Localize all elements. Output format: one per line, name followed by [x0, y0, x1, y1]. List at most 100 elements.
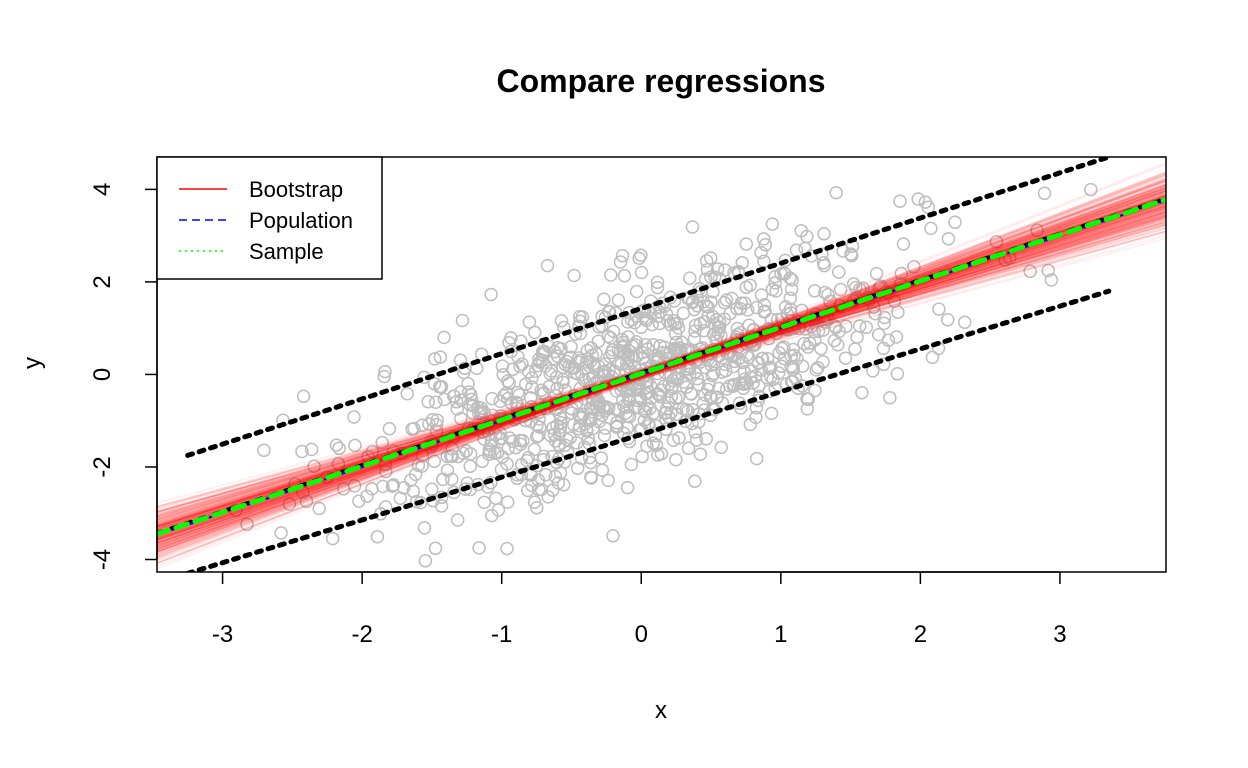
y-tick-label: 4: [89, 183, 116, 196]
data-point: [758, 237, 773, 252]
bootstrap-line: [157, 230, 1166, 513]
data-point: [1023, 264, 1037, 279]
bootstrap-line: [157, 226, 1166, 516]
data-point: [817, 227, 831, 241]
data-point: [1084, 182, 1098, 197]
data-point: [688, 474, 702, 488]
data-point: [459, 444, 473, 458]
data-point: [597, 428, 612, 443]
confidence-band-lower: [185, 288, 1112, 572]
data-point: [816, 323, 830, 337]
data-point: [240, 517, 254, 531]
data-point: [500, 495, 515, 509]
data-point: [714, 440, 728, 455]
x-tick-label: 1: [774, 621, 787, 648]
bootstrap-line: [157, 190, 1166, 553]
bootstrap-line: [157, 183, 1166, 558]
data-point: [687, 302, 701, 317]
data-point: [485, 391, 499, 406]
data-point: [679, 362, 693, 376]
data-point: [850, 330, 864, 344]
data-point: [522, 315, 537, 329]
data-point: [455, 313, 470, 328]
data-point: [829, 320, 843, 335]
bootstrap-line: [157, 191, 1166, 535]
data-point: [620, 408, 635, 423]
bootstrap-line: [157, 219, 1166, 521]
data-point: [564, 340, 578, 354]
data-point: [550, 381, 564, 396]
data-point: [624, 457, 639, 472]
data-point: [989, 234, 1004, 249]
data-point: [800, 402, 815, 416]
data-point: [466, 406, 480, 420]
data-point: [795, 303, 809, 318]
data-point: [821, 287, 835, 302]
data-point: [666, 433, 681, 447]
data-point: [635, 345, 649, 360]
data-point: [748, 369, 763, 384]
data-point: [839, 319, 853, 333]
data-point: [795, 359, 810, 373]
data-point: [859, 320, 874, 335]
data-point: [699, 432, 713, 446]
data-point: [775, 341, 789, 356]
data-point: [632, 376, 647, 390]
bootstrap-line: [157, 216, 1166, 524]
data-point: [434, 380, 448, 394]
data-point: [525, 380, 539, 394]
data-point: [856, 281, 870, 295]
data-point: [552, 437, 566, 452]
data-point: [570, 461, 585, 475]
data-point: [421, 394, 435, 409]
bootstrap-line: [157, 205, 1166, 540]
data-point: [617, 399, 631, 413]
data-point: [524, 478, 539, 493]
x-tick-label: -3: [212, 621, 233, 648]
data-point: [613, 255, 628, 269]
data-point: [477, 495, 492, 510]
bootstrap-line: [157, 180, 1166, 544]
data-point: [657, 340, 672, 355]
data-point: [504, 396, 518, 410]
data-point: [712, 315, 727, 329]
data-point: [654, 446, 669, 461]
data-point: [787, 348, 801, 363]
data-point: [719, 293, 734, 307]
data-point: [515, 357, 529, 371]
data-point: [411, 458, 426, 472]
data-point: [877, 310, 892, 325]
data-point: [508, 440, 523, 455]
data-point: [725, 291, 739, 306]
data-point: [474, 347, 489, 361]
data-point: [486, 408, 500, 423]
data-point: [546, 421, 560, 435]
data-point: [632, 251, 646, 265]
data-point: [447, 389, 461, 404]
bootstrap-line: [157, 212, 1166, 528]
data-point: [450, 513, 465, 527]
data-point: [429, 417, 444, 432]
data-point: [524, 414, 538, 429]
data-point: [743, 417, 758, 432]
data-point: [693, 317, 708, 331]
data-point: [445, 472, 459, 486]
data-point: [760, 352, 775, 366]
bootstrap-line: [157, 216, 1166, 530]
data-point: [527, 495, 542, 509]
data-point: [650, 280, 665, 295]
data-point: [376, 479, 390, 494]
data-point: [844, 247, 858, 261]
data-point: [764, 312, 779, 327]
data-point: [754, 245, 768, 260]
data-point: [662, 395, 676, 410]
bootstrap-line: [157, 223, 1166, 523]
bootstrap-line: [157, 222, 1166, 517]
bootstrap-line: [157, 220, 1166, 520]
data-point: [581, 431, 596, 446]
bootstrap-line: [157, 201, 1166, 541]
bootstrap-line: [157, 214, 1166, 529]
data-point: [924, 221, 938, 236]
data-point: [585, 391, 600, 405]
data-point: [730, 321, 745, 336]
